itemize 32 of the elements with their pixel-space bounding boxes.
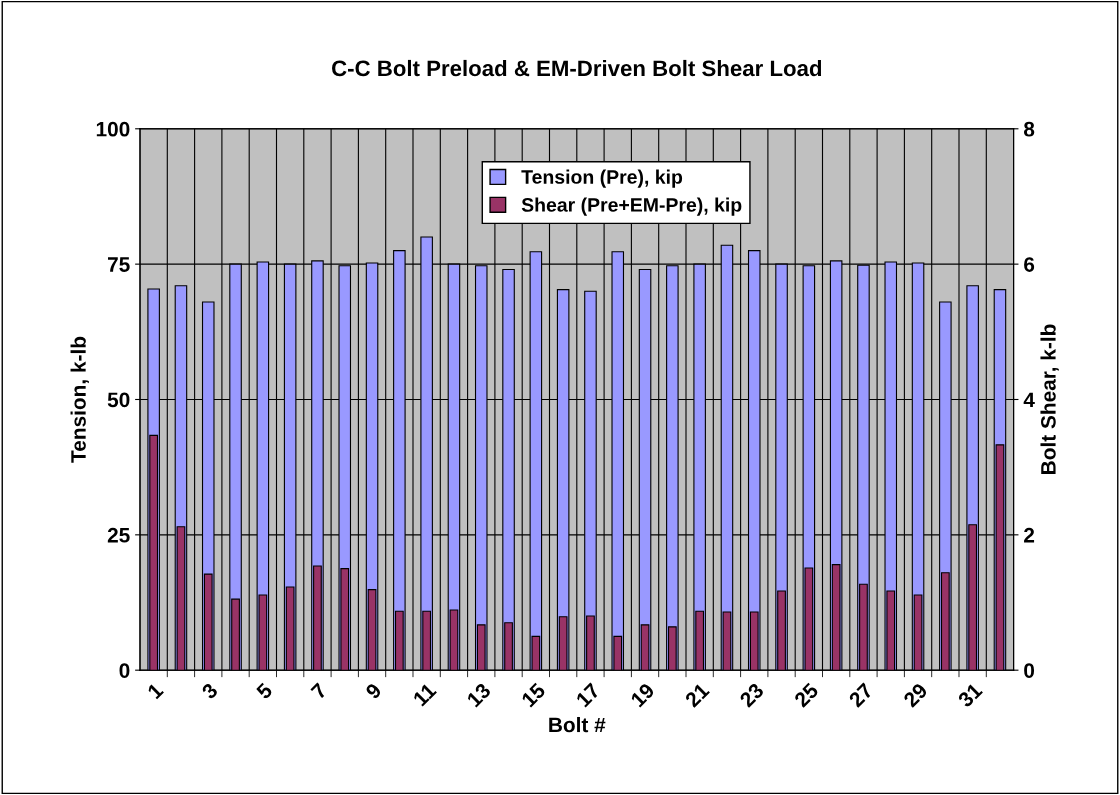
chart-title: C-C Bolt Preload & EM-Driven Bolt Shear Load (332, 59, 822, 77)
x-tick-label: 25 (793, 682, 820, 708)
x-tick-label: 21 (684, 682, 710, 708)
x-tick-label: 7 (310, 682, 328, 700)
x-tick-label: 15 (520, 682, 547, 708)
legend-label: Shear (Pre+EM-Pre), kip (521, 197, 742, 216)
y2-axis-title: Bolt Shear, k-lb (1040, 324, 1059, 474)
x-tick-label: 31 (956, 682, 984, 709)
x-tick-label: 11 (412, 682, 437, 707)
x-tick-label: 9 (364, 682, 383, 700)
x-tick-label: 23 (738, 682, 765, 709)
y-tick-label: 75 (108, 257, 130, 272)
x-tick-label: 27 (847, 682, 874, 708)
x-tick-label: 29 (902, 682, 929, 708)
y2-tick-label: 2 (1024, 527, 1035, 543)
y-tick-label: 50 (107, 392, 130, 408)
x-tick-label: 13 (466, 682, 492, 708)
y2-tick-label: 4 (1023, 392, 1035, 408)
legend-label: Tension (Pre), kip (521, 169, 683, 188)
x-tick-label: 19 (629, 682, 656, 708)
y2-tick-label: 8 (1023, 121, 1035, 137)
x-tick-label: 5 (255, 682, 274, 700)
y2-tick-label: 6 (1024, 257, 1035, 272)
x-tick-label: 3 (200, 682, 219, 700)
y-tick-label: 100 (96, 121, 130, 137)
x-tick-label: 17 (575, 682, 601, 708)
y-tick-label: 0 (119, 663, 130, 678)
x-tick-label: 1 (146, 682, 164, 700)
x-axis-title: Bolt # (549, 716, 606, 733)
y2-tick-label: 0 (1024, 663, 1035, 678)
y-axis-title: Tension, k-lb (70, 336, 89, 463)
y-tick-label: 25 (107, 527, 130, 543)
